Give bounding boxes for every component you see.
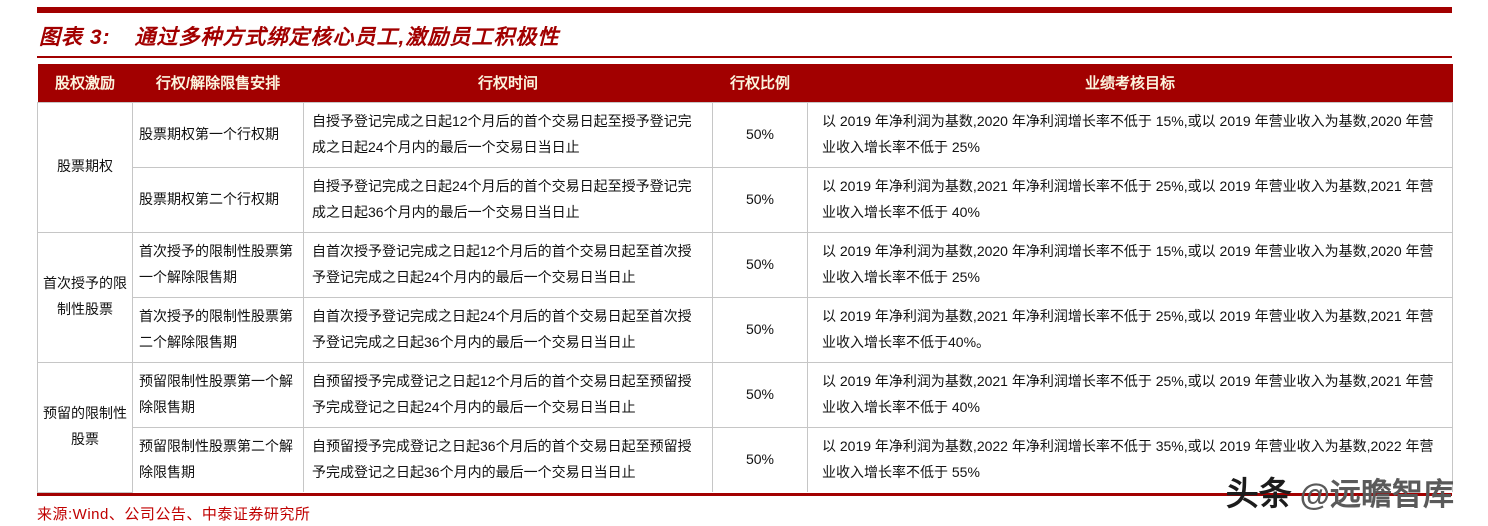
watermark-brand: 头条 <box>1225 475 1292 512</box>
page-title: 通过多种方式绑定核心员工,激励员工积极性 <box>134 26 560 49</box>
table-row: 首次授予的限制性股票第二个解除限售期 自首次授予登记完成之日起24个月后的首个交… <box>38 296 1453 363</box>
ratio-cell: 50% <box>712 296 808 363</box>
source-note: 来源:Wind、公司公告、中泰证券研究所 <box>37 505 311 523</box>
arrangement-cell: 股票期权第二个行权期 <box>132 166 304 233</box>
ratio-cell: 50% <box>712 361 808 428</box>
group-cell-reserved-restricted-stock: 预留的限制性股票 <box>37 361 133 493</box>
arrangement-cell: 预留限制性股票第二个解除限售期 <box>132 426 304 492</box>
title-divider <box>37 56 1452 58</box>
footer: 来源:Wind、公司公告、中泰证券研究所 <box>37 503 1452 524</box>
target-cell: 以 2019 年净利润为基数,2022 年净利润增长率不低于 35%,或以 20… <box>807 426 1453 492</box>
arrangement-cell: 预留限制性股票第一个解除限售期 <box>132 361 304 428</box>
time-cell: 自预留授予完成登记之日起12个月后的首个交易日起至预留授予完成登记之日起24个月… <box>303 361 713 428</box>
bottom-divider <box>37 492 1452 496</box>
arrangement-cell: 首次授予的限制性股票第二个解除限售期 <box>132 296 304 363</box>
time-cell: 自首次授予登记完成之日起24个月后的首个交易日起至首次授予登记完成之日起36个月… <box>303 296 713 363</box>
arrangement-cell: 首次授予的限制性股票第一个解除限售期 <box>132 231 304 298</box>
table-row: 首次授予的限制性股票 首次授予的限制性股票第一个解除限售期 自首次授予登记完成之… <box>37 231 1453 363</box>
time-cell: 自首次授予登记完成之日起12个月后的首个交易日起至首次授予登记完成之日起24个月… <box>303 231 713 298</box>
table-row: 预留限制性股票第二个解除限售期 自预留授予完成登记之日起36个月后的首个交易日起… <box>38 426 1453 492</box>
figure-label: 图表 3: <box>39 26 111 49</box>
target-cell: 以 2019 年净利润为基数,2021 年净利润增长率不低于 25%,或以 20… <box>807 166 1453 233</box>
target-cell: 以 2019 年净利润为基数,2021 年净利润增长率不低于 25%,或以 20… <box>807 296 1453 363</box>
group-cell-first-grant-restricted-stock: 首次授予的限制性股票 <box>37 231 133 363</box>
ratio-cell: 50% <box>712 166 808 233</box>
column-header-equity-incentive: 股权激励 <box>37 64 133 102</box>
target-cell: 以 2019 年净利润为基数,2020 年净利润增长率不低于 15%,或以 20… <box>807 101 1453 168</box>
column-header-arrangement: 行权/解除限售安排 <box>132 64 304 102</box>
ratio-cell: 50% <box>712 426 808 492</box>
column-header-exercise-time: 行权时间 <box>303 64 713 102</box>
time-cell: 自授予登记完成之日起12个月后的首个交易日起至授予登记完成之日起24个月内的最后… <box>303 101 713 168</box>
time-cell: 自预留授予完成登记之日起36个月后的首个交易日起至预留授予完成登记之日起36个月… <box>303 426 713 492</box>
table-row: 股票期权 股票期权第一个行权期 自授予登记完成之日起12个月后的首个交易日起至授… <box>37 101 1453 233</box>
ratio-cell: 50% <box>712 101 808 168</box>
report-figure-page: 图表 3: 通过多种方式绑定核心员工,激励员工积极性 股权激励 行权/解除限售安排… <box>37 0 1453 524</box>
time-cell: 自授予登记完成之日起24个月后的首个交易日起至授予登记完成之日起36个月内的最后… <box>303 166 713 233</box>
watermark: 头条 @远瞻智库 <box>1226 467 1454 515</box>
top-divider <box>37 7 1452 13</box>
equity-incentive-table: 股权激励 行权/解除限售安排 行权时间 行权比例 业绩考核目标 股票期权 股票期… <box>37 64 1453 493</box>
table-header-row: 股权激励 行权/解除限售安排 行权时间 行权比例 业绩考核目标 <box>37 64 1453 102</box>
table-row: 预留的限制性股票 预留限制性股票第一个解除限售期 自预留授予完成登记之日起12个… <box>37 361 1453 493</box>
table-row: 股票期权第二个行权期 自授予登记完成之日起24个月后的首个交易日起至授予登记完成… <box>38 166 1453 233</box>
target-cell: 以 2019 年净利润为基数,2020 年净利润增长率不低于 15%,或以 20… <box>807 231 1453 298</box>
ratio-cell: 50% <box>712 231 808 298</box>
arrangement-cell: 股票期权第一个行权期 <box>132 101 304 168</box>
target-cell: 以 2019 年净利润为基数,2021 年净利润增长率不低于 25%,或以 20… <box>807 361 1453 428</box>
figure-title-row: 图表 3: 通过多种方式绑定核心员工,激励员工积极性 <box>37 13 1452 56</box>
watermark-handle: @远瞻智库 <box>1299 477 1454 512</box>
group-cell-stock-options: 股票期权 <box>37 101 133 233</box>
column-header-performance-target: 业绩考核目标 <box>807 64 1453 102</box>
column-header-exercise-ratio: 行权比例 <box>712 64 808 102</box>
